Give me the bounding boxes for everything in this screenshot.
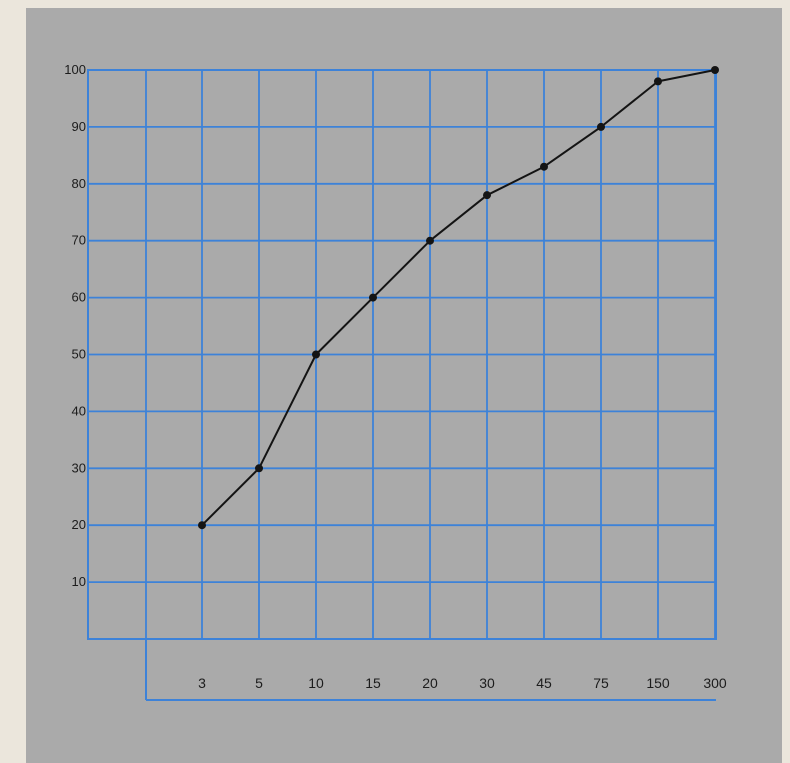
x-axis-ticks: 3 5 10 15 20 30 45 75 150 300 bbox=[198, 675, 727, 691]
x-tick-label: 300 bbox=[703, 675, 727, 691]
x-tick-label: 5 bbox=[255, 675, 263, 691]
data-point bbox=[369, 293, 377, 302]
data-point bbox=[711, 66, 719, 74]
data-point bbox=[540, 162, 548, 171]
x-tick-label: 30 bbox=[479, 675, 495, 691]
data-point bbox=[654, 77, 662, 86]
x-tick-label: 45 bbox=[536, 675, 552, 691]
data-point bbox=[483, 191, 491, 200]
grid-lines bbox=[88, 70, 716, 639]
x-tick-label: 150 bbox=[646, 675, 670, 691]
y-tick-label: 90 bbox=[72, 119, 86, 134]
data-point bbox=[597, 122, 605, 131]
y-tick-label: 20 bbox=[72, 517, 86, 532]
data-point bbox=[312, 350, 320, 359]
y-tick-label: 70 bbox=[72, 233, 86, 248]
data-point bbox=[255, 464, 263, 473]
y-tick-label: 30 bbox=[72, 460, 86, 475]
x-tick-label: 3 bbox=[198, 675, 206, 691]
y-tick-label: 80 bbox=[72, 176, 86, 191]
chart-frame bbox=[87, 69, 717, 701]
data-point bbox=[198, 521, 206, 530]
series-line bbox=[201, 69, 716, 526]
y-tick-label: 50 bbox=[72, 347, 86, 362]
y-tick-label: 60 bbox=[72, 290, 86, 305]
x-tick-label: 20 bbox=[422, 675, 438, 691]
y-tick-label: 10 bbox=[72, 574, 86, 589]
x-tick-label: 75 bbox=[593, 675, 609, 691]
y-axis-ticks: 10 20 30 40 50 60 70 80 90 100 bbox=[64, 62, 86, 589]
x-tick-label: 15 bbox=[365, 675, 381, 691]
y-tick-label: 100 bbox=[64, 62, 86, 77]
chart-panel bbox=[26, 8, 782, 763]
x-tick-label: 10 bbox=[308, 675, 324, 691]
y-tick-label: 40 bbox=[72, 403, 86, 418]
data-point bbox=[426, 236, 434, 245]
series-layer bbox=[198, 66, 719, 530]
